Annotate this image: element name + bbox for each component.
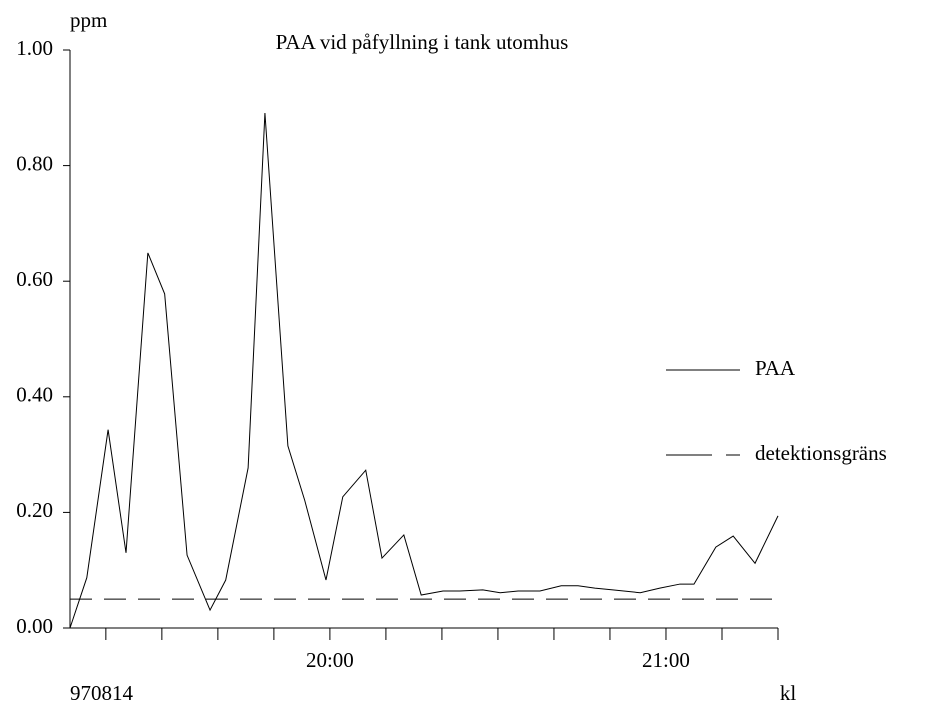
y-tick-label: 0.40: [16, 383, 53, 407]
date-annotation: 970814: [70, 681, 134, 705]
y-tick-label: 0.60: [16, 267, 53, 291]
y-axis-label: ppm: [70, 8, 107, 32]
x-tick-label: 20:00: [306, 648, 354, 672]
x-axis-label: kl: [780, 681, 797, 705]
y-tick-label: 0.80: [16, 151, 53, 175]
x-tick-label: 21:00: [642, 648, 690, 672]
legend-label: PAA: [755, 356, 796, 380]
y-tick-label: 1.00: [16, 36, 53, 60]
legend-label: detektionsgräns: [755, 441, 887, 465]
y-tick-label: 0.20: [16, 498, 53, 522]
chart-title: PAA vid påfyllning i tank utomhus: [276, 30, 569, 54]
y-tick-label: 0.00: [16, 614, 53, 638]
data-line: [69, 112, 779, 629]
